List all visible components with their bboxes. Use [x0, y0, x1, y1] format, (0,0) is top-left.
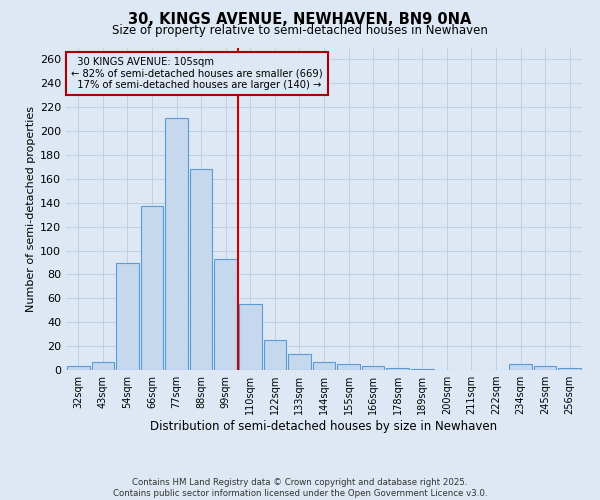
Bar	[140, 206, 163, 370]
Bar	[337, 364, 360, 370]
Text: 30, KINGS AVENUE, NEWHAVEN, BN9 0NA: 30, KINGS AVENUE, NEWHAVEN, BN9 0NA	[128, 12, 472, 28]
Bar	[92, 362, 114, 370]
Text: Size of property relative to semi-detached houses in Newhaven: Size of property relative to semi-detach…	[112, 24, 488, 37]
Y-axis label: Number of semi-detached properties: Number of semi-detached properties	[26, 106, 36, 312]
Bar	[190, 170, 212, 370]
Bar	[239, 304, 262, 370]
Bar	[288, 354, 311, 370]
Bar	[559, 368, 581, 370]
Bar	[534, 366, 556, 370]
Bar	[214, 259, 237, 370]
Bar	[362, 366, 385, 370]
Bar	[263, 340, 286, 370]
Bar	[386, 368, 409, 370]
Text: Contains HM Land Registry data © Crown copyright and database right 2025.
Contai: Contains HM Land Registry data © Crown c…	[113, 478, 487, 498]
Bar	[411, 369, 434, 370]
Bar	[165, 118, 188, 370]
Bar	[67, 366, 89, 370]
X-axis label: Distribution of semi-detached houses by size in Newhaven: Distribution of semi-detached houses by …	[151, 420, 497, 433]
Text: 30 KINGS AVENUE: 105sqm
← 82% of semi-detached houses are smaller (669)
  17% of: 30 KINGS AVENUE: 105sqm ← 82% of semi-de…	[71, 57, 323, 90]
Bar	[116, 262, 139, 370]
Bar	[313, 362, 335, 370]
Bar	[509, 364, 532, 370]
